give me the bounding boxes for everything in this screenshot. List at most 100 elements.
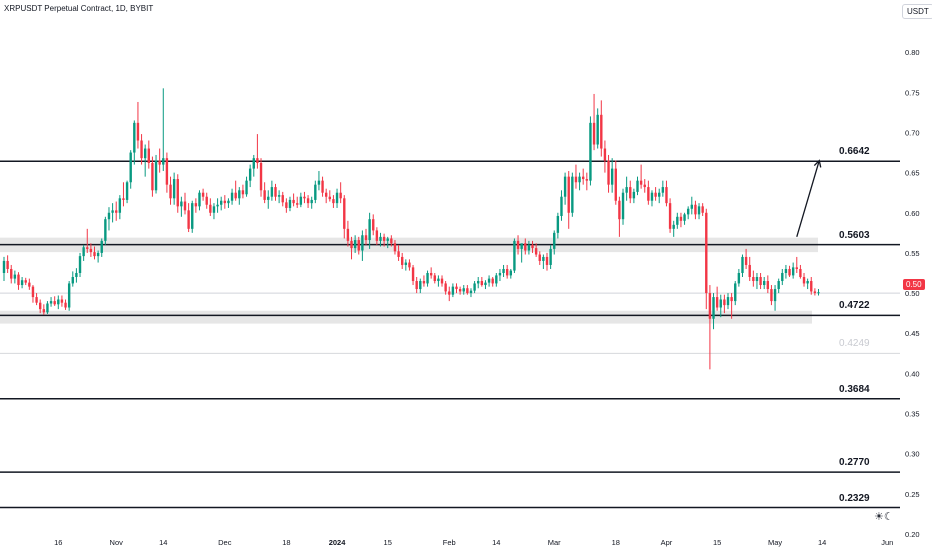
candle-body [574,176,578,183]
candle-body [712,297,715,319]
candle-body [299,196,303,205]
candle-body [538,254,541,261]
candle-body [339,192,342,199]
candle-body [618,200,621,220]
y-tick-label: 0.40 [905,369,920,378]
currency-unit-button[interactable]: USDT [902,4,932,19]
candle-body [78,256,82,273]
candle-body [288,199,292,208]
x-tick-label: Dec [218,538,232,547]
candle-body [498,272,502,276]
candle-body [245,180,248,195]
candle-body [368,219,371,241]
candle-body [111,210,114,213]
candle-body [560,196,563,216]
candle-body [419,281,422,290]
candle-body [647,187,650,201]
candle-body [241,190,245,195]
candle-body [180,201,183,207]
candle-body [621,192,625,220]
candle-body [607,160,610,185]
candle-body [791,267,795,276]
candle-body [357,240,360,251]
candle-body [773,289,777,302]
candle-body [719,299,722,308]
candle-body [639,180,643,185]
candle-body [549,248,552,265]
candle-body [335,192,339,204]
candle-body [390,238,393,244]
candle-body [466,288,469,294]
candle-body [122,198,125,200]
candle-body [133,122,136,153]
candle-body [744,256,748,265]
candle-body [75,272,78,278]
candle-body [643,184,646,188]
x-tick-label: 14 [818,538,826,547]
candle-body [462,288,465,292]
candle-body [520,243,523,249]
x-tick-label: Feb [443,538,456,547]
candle-body [212,206,216,213]
candle-body [766,281,770,290]
candle-body [524,243,527,251]
candle-body [654,192,657,197]
candle-body [285,202,288,208]
x-tick-label: Mar [548,538,561,547]
candle-body [426,272,429,284]
candle-body [542,256,545,261]
candle-body [346,228,350,241]
x-tick-label: 18 [612,538,620,547]
candle-body [324,192,328,197]
candle-body [799,268,802,278]
candle-body [42,309,46,313]
candle-body [60,299,64,303]
candle-body [274,187,277,197]
candle-body [495,275,498,284]
candle-body [17,274,20,286]
level-label: 0.4249 [839,338,870,350]
candle-body [386,238,389,241]
candle-body [35,297,38,303]
candle-body [737,272,741,284]
candle-body [397,251,400,257]
support-zone [0,310,812,324]
candle-body [176,179,179,207]
y-tick-label: 0.25 [905,490,920,499]
x-tick-label: 15 [384,538,392,547]
candle-body [752,277,755,282]
candle-body [158,160,161,165]
candle-body [415,281,418,290]
x-tick-label: Jun [881,538,893,547]
x-tick-label: 2024 [329,538,347,547]
candle-body [350,240,353,249]
candle-body [437,278,440,282]
candle-body [763,281,766,286]
candle-body [632,191,636,199]
y-axis: 0.850.800.750.700.650.600.550.500.450.40… [905,8,920,539]
candle-body [220,200,223,205]
candle-body [310,199,313,204]
day-night-toggle-icon[interactable]: ☀☾ [874,511,894,523]
candle-body [20,280,24,286]
candle-body [364,235,368,241]
candle-body [690,204,693,209]
arrow-shaft [796,160,820,238]
candle-body [741,256,744,273]
candle-body [28,282,31,287]
candle-body [234,192,237,199]
candle-body [209,204,212,213]
candle-body [723,299,726,306]
candle-body [455,286,458,290]
candle-body [422,281,426,284]
level-label: 0.3684 [839,383,870,395]
y-tick-label: 0.70 [905,128,920,137]
candle-body [636,180,639,192]
candle-body [589,122,592,181]
candle-body [513,240,516,271]
candle-body [705,212,708,294]
candle-body [610,168,614,185]
candle-body [53,301,56,305]
candle-body [810,281,813,292]
